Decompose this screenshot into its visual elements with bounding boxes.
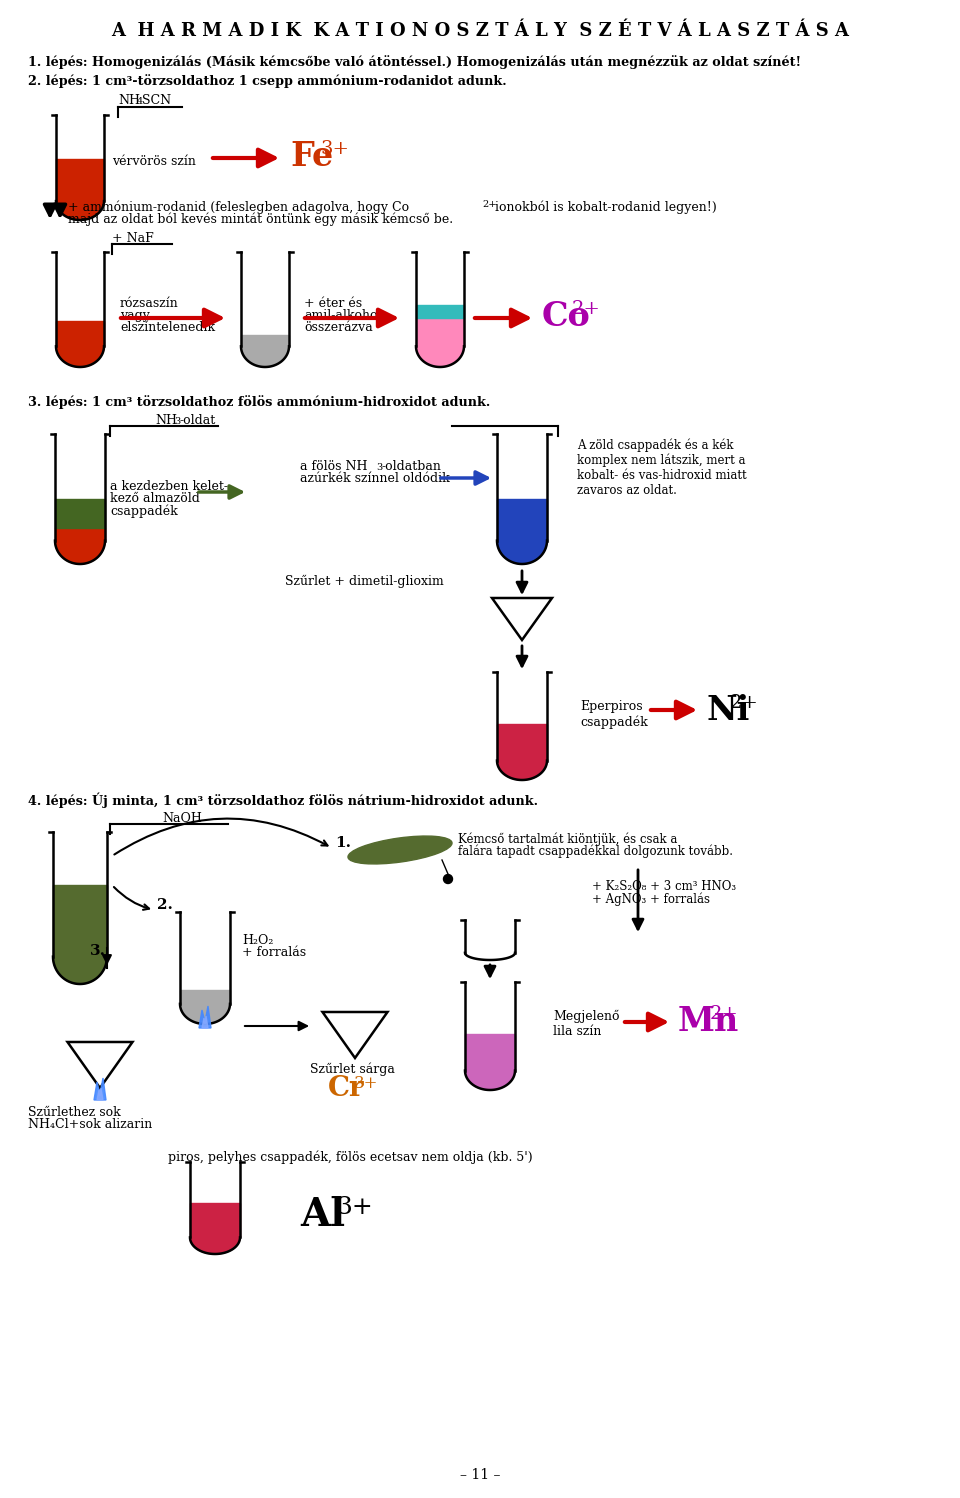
- Text: falára tapadt csappadékkal dolgozunk tovább.: falára tapadt csappadékkal dolgozunk tov…: [458, 843, 733, 857]
- Text: 2+: 2+: [572, 300, 601, 318]
- Text: -oldat: -oldat: [179, 413, 215, 427]
- Polygon shape: [55, 541, 105, 563]
- Text: 4: 4: [137, 97, 143, 106]
- Text: 3.: 3.: [90, 944, 106, 959]
- Text: + AgNO₃ + forralás: + AgNO₃ + forralás: [592, 893, 710, 906]
- Text: 3. lépés: 1 cm³ törzsoldathoz fölös ammónium-hidroxidot adunk.: 3. lépés: 1 cm³ törzsoldathoz fölös ammó…: [28, 395, 491, 409]
- Polygon shape: [190, 1237, 240, 1254]
- Text: 1.: 1.: [335, 836, 351, 849]
- Text: piros, pelyhes csappadék, fölös ecetsav nem oldja (kb. 5'): piros, pelyhes csappadék, fölös ecetsav …: [168, 1150, 533, 1164]
- Text: 3+: 3+: [320, 139, 349, 157]
- Text: Co: Co: [542, 300, 590, 333]
- Text: vagy: vagy: [120, 309, 150, 322]
- Text: 1. lépés: Homogenizálás (Másik kémcsőbe való átöntéssel.) Homogenizálás után meg: 1. lépés: Homogenizálás (Másik kémcsőbe …: [28, 55, 802, 69]
- Polygon shape: [202, 1016, 208, 1028]
- Polygon shape: [53, 885, 107, 957]
- Text: Mn: Mn: [678, 1005, 739, 1038]
- Polygon shape: [497, 541, 547, 563]
- Text: csappadék: csappadék: [110, 503, 178, 517]
- Polygon shape: [180, 990, 230, 1004]
- Text: Kémcső tartalmát kiöntjük, és csak a: Kémcső tartalmát kiöntjük, és csak a: [458, 831, 678, 845]
- Polygon shape: [53, 957, 107, 984]
- Polygon shape: [497, 499, 547, 541]
- Text: Al: Al: [300, 1195, 346, 1234]
- Text: 2+: 2+: [710, 1005, 739, 1023]
- Text: 2.: 2.: [157, 897, 173, 912]
- Polygon shape: [241, 334, 289, 346]
- Text: -oldatban: -oldatban: [381, 460, 441, 473]
- Text: 4. lépés: Új minta, 1 cm³ törzsoldathoz fölös nátrium-hidroxidot adunk.: 4. lépés: Új minta, 1 cm³ törzsoldathoz …: [28, 792, 538, 809]
- Ellipse shape: [348, 836, 452, 864]
- Text: Szűrlet sárga: Szűrlet sárga: [310, 1062, 395, 1076]
- Polygon shape: [180, 1004, 230, 1025]
- Polygon shape: [56, 159, 104, 201]
- Text: 2+: 2+: [482, 201, 496, 210]
- Text: majd az oldat ból kevés mintát öntünk egy másik kémcső be.: majd az oldat ból kevés mintát öntünk eg…: [68, 213, 453, 226]
- Circle shape: [444, 875, 452, 884]
- Text: Eperpiros
csappadék: Eperpiros csappadék: [580, 700, 648, 728]
- Text: + NaF: + NaF: [112, 232, 154, 246]
- Text: + ammónium-rodanid (feleslegben adagolva, hogy Co: + ammónium-rodanid (feleslegben adagolva…: [68, 201, 409, 214]
- Text: Szűrlet + dimetil-glioxim: Szűrlet + dimetil-glioxim: [285, 575, 444, 589]
- Polygon shape: [56, 201, 104, 220]
- Polygon shape: [497, 761, 547, 780]
- Text: Cr: Cr: [328, 1076, 365, 1103]
- Text: NaOH: NaOH: [162, 812, 202, 825]
- Text: 2+: 2+: [730, 694, 758, 712]
- Text: Fe: Fe: [290, 139, 333, 172]
- Text: + forralás: + forralás: [242, 947, 306, 959]
- Polygon shape: [190, 1203, 240, 1237]
- Polygon shape: [56, 346, 104, 367]
- Polygon shape: [97, 1088, 103, 1100]
- Text: kező almazöld: kező almazöld: [110, 491, 200, 505]
- Polygon shape: [55, 527, 105, 541]
- Polygon shape: [94, 1079, 106, 1100]
- Text: a kezdezben kelet-: a kezdezben kelet-: [110, 479, 228, 493]
- Text: NH₄Cl+sok alizarin: NH₄Cl+sok alizarin: [28, 1118, 153, 1131]
- Text: + éter és: + éter és: [304, 297, 362, 310]
- Text: 3: 3: [174, 416, 180, 425]
- Polygon shape: [465, 1071, 515, 1091]
- Text: 3: 3: [376, 463, 382, 472]
- Polygon shape: [465, 1034, 515, 1071]
- Text: – 11 –: – 11 –: [460, 1468, 500, 1482]
- Text: ionokból is kobalt-rodanid legyen!): ionokból is kobalt-rodanid legyen!): [491, 201, 717, 214]
- Text: A zöld csappadék és a kék
komplex nem látszik, mert a
kobalt- és vas-hidroxid mi: A zöld csappadék és a kék komplex nem lá…: [577, 437, 747, 497]
- Polygon shape: [56, 321, 104, 346]
- Text: + K₂S₂O₈ + 3 cm³ HNO₃: + K₂S₂O₈ + 3 cm³ HNO₃: [592, 879, 736, 893]
- Polygon shape: [416, 318, 464, 346]
- Polygon shape: [241, 346, 289, 367]
- Text: összerázva: összerázva: [304, 321, 372, 334]
- Text: A  H A R M A D I K  K A T I O N O S Z T Á L Y  S Z É T V Á L A S Z T Á S A: A H A R M A D I K K A T I O N O S Z T Á …: [111, 22, 849, 40]
- Text: azúrkék színnel oldódik: azúrkék színnel oldódik: [300, 472, 449, 485]
- Text: 3+: 3+: [354, 1076, 378, 1092]
- Text: 2. lépés: 1 cm³-törzsoldathoz 1 csepp ammónium-rodanidot adunk.: 2. lépés: 1 cm³-törzsoldathoz 1 csepp am…: [28, 73, 507, 88]
- Text: H₂O₂: H₂O₂: [242, 933, 274, 947]
- Text: SCN: SCN: [142, 94, 171, 106]
- Polygon shape: [416, 346, 464, 367]
- Text: elszíntelenedik: elszíntelenedik: [120, 321, 215, 334]
- Polygon shape: [416, 306, 464, 318]
- Text: Megjelenő
lila szín: Megjelenő lila szín: [553, 1010, 619, 1038]
- Polygon shape: [55, 499, 105, 527]
- Text: 3+: 3+: [336, 1195, 372, 1219]
- Polygon shape: [199, 1007, 211, 1028]
- Text: Ni: Ni: [706, 694, 750, 727]
- Text: amil-alkohol: amil-alkohol: [304, 309, 381, 322]
- Text: vérvörös szín: vérvörös szín: [112, 154, 196, 168]
- Text: Szűrlethez sok: Szűrlethez sok: [28, 1106, 121, 1119]
- Text: NH: NH: [118, 94, 140, 106]
- Text: a fölös NH: a fölös NH: [300, 460, 368, 473]
- Text: NH: NH: [155, 413, 177, 427]
- Polygon shape: [497, 724, 547, 761]
- Text: rózsaszín: rózsaszín: [120, 297, 179, 310]
